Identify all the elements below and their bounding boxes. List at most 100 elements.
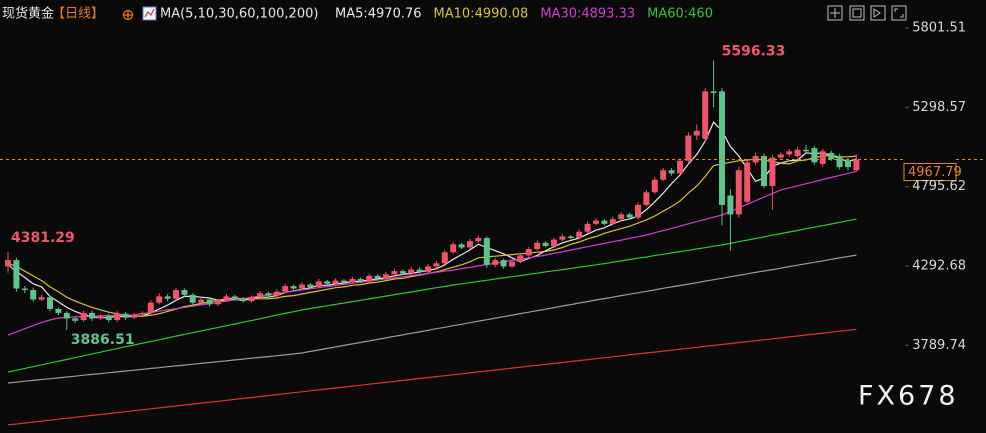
candle-body: [416, 269, 423, 272]
candle-body: [752, 156, 759, 163]
ma-line: [7, 121, 857, 319]
candle-body: [458, 244, 465, 248]
candle-body: [374, 275, 381, 279]
candle-body: [542, 242, 549, 246]
candle-body: [47, 297, 53, 309]
candle-body: [290, 286, 297, 289]
candle-body: [231, 296, 238, 299]
candle-body: [13, 260, 20, 289]
candle-body: [811, 148, 818, 163]
ma-line: [7, 254, 857, 384]
indicator-icon[interactable]: [142, 6, 157, 21]
candle-body: [735, 170, 742, 215]
candle-body: [534, 242, 541, 250]
candle-body: [828, 152, 835, 160]
candle-body: [467, 241, 473, 248]
candle-body: [21, 288, 28, 291]
fullscreen-button[interactable]: [891, 5, 907, 21]
y-tick-label: 4292.68: [912, 259, 966, 274]
candle-body: [299, 284, 305, 289]
candle-body: [315, 281, 322, 287]
low-annotation: 3886.51: [71, 332, 135, 348]
candle-body: [727, 195, 734, 215]
candle-body: [677, 160, 683, 174]
candle-body: [441, 252, 448, 264]
candle-body: [643, 192, 650, 205]
candle-body: [710, 91, 717, 93]
candle-body: [408, 269, 415, 274]
candle-body: [668, 170, 675, 174]
candle-body: [105, 316, 112, 321]
candle-body: [5, 260, 11, 267]
y-tick-label: 3789.74: [912, 338, 966, 353]
candle-body: [181, 290, 188, 295]
candle-body: [122, 313, 129, 318]
candle-body: [30, 290, 37, 300]
candle-body: [819, 151, 826, 164]
candles: [5, 60, 860, 331]
candle-body: [509, 261, 515, 267]
candle-body: [97, 316, 104, 319]
candle-body: [139, 312, 146, 315]
candle-body: [576, 231, 583, 239]
candle-body: [156, 296, 163, 303]
candle-body: [601, 220, 608, 224]
y-tick-label: 4795.62: [912, 179, 966, 194]
candle-body: [89, 312, 95, 319]
candle-body: [257, 293, 263, 298]
candle-body: [399, 271, 406, 274]
candle-body: [80, 312, 87, 321]
candle-body: [719, 91, 725, 205]
ma-line: [7, 328, 857, 426]
y-tick-label: 5298.57: [912, 100, 966, 115]
add-icon[interactable]: [122, 9, 134, 21]
candle-body: [475, 238, 482, 242]
zoom-button[interactable]: [849, 5, 865, 21]
candle-body: [786, 151, 793, 155]
legend: MA5:4970.76 MA10:4990.08 MA30:4893.33 MA60:…: [335, 7, 713, 22]
candle-body: [206, 299, 213, 305]
candle-body: [609, 219, 616, 224]
start-annotation: 4381.29: [11, 230, 75, 246]
candle-body: [164, 296, 171, 299]
candle-body: [853, 159, 860, 171]
candle-body: [425, 266, 431, 272]
candle-body: [517, 255, 524, 262]
candle-body: [492, 260, 499, 265]
candle-body: [635, 204, 641, 218]
watermark: FX678: [858, 381, 959, 412]
candle-body: [777, 154, 784, 158]
candle-body: [147, 302, 154, 313]
candle-body: [391, 271, 398, 275]
candle-body: [618, 214, 625, 220]
candle-body: [450, 244, 457, 253]
draw-button[interactable]: [870, 5, 886, 21]
candle-body: [273, 291, 280, 296]
candle-body: [626, 214, 633, 218]
candle-body: [794, 149, 801, 157]
candle-body: [341, 280, 347, 283]
last-price-label: 4967.79: [908, 165, 962, 180]
candle-body: [761, 156, 767, 186]
candle-body: [282, 286, 289, 292]
candle-body: [72, 318, 79, 321]
candle-body: [525, 249, 532, 256]
candle-body: [584, 223, 591, 232]
ma-line: [7, 218, 857, 373]
candle-body: [307, 284, 314, 287]
candle-body: [685, 135, 692, 161]
y-tick-label: 5801.51: [912, 21, 966, 36]
candle-body: [173, 290, 179, 299]
candle-body: [131, 314, 137, 318]
candle-body: [357, 279, 364, 282]
candle-body: [551, 239, 557, 246]
candle-body: [803, 149, 809, 152]
candle-body: [215, 300, 221, 305]
crosshair-button[interactable]: [827, 5, 843, 21]
last-price-box: [903, 163, 957, 182]
candle-body: [332, 280, 339, 284]
candle-body: [38, 297, 45, 300]
